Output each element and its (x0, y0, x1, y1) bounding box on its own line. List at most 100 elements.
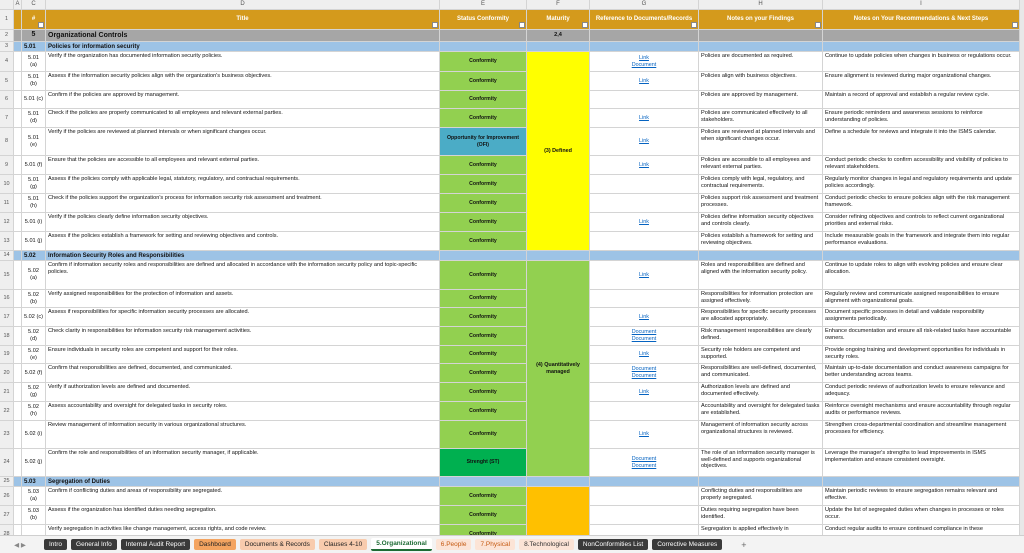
status-conformity: Conformity (440, 525, 527, 535)
header-cell: Status Conformity (440, 10, 527, 30)
check-text: Assess if the information security polic… (46, 72, 440, 91)
filter-button[interactable] (38, 22, 44, 28)
reference-link[interactable]: Link (639, 138, 649, 144)
control-cell (440, 30, 527, 42)
references (590, 290, 699, 308)
finding-text: Conflicting duties and responsibilities … (699, 487, 823, 506)
reference-link[interactable]: Link (639, 54, 649, 61)
item-id: 5.02 (d) (22, 327, 46, 346)
finding-text: Policies are documented as required. (699, 52, 823, 72)
row-number: 28 (0, 525, 14, 535)
sheet-tab[interactable]: 6.People (435, 539, 472, 550)
finding-text: Responsibilities for specific security p… (699, 308, 823, 327)
reference-link[interactable]: Link (639, 431, 649, 437)
cell (14, 402, 22, 421)
sheet-tab[interactable]: General Info (71, 539, 117, 550)
filter-button[interactable] (432, 22, 438, 28)
recommendation-text: Conduct periodic checks to ensure polici… (823, 194, 1020, 213)
section-title: Information Security Roles and Responsib… (46, 251, 440, 261)
row-number: 26 (0, 487, 14, 506)
row-number: 13 (0, 232, 14, 251)
item-id: 5.02 (a) (22, 261, 46, 290)
reference-link[interactable]: Link (639, 271, 649, 278)
filter-button[interactable] (519, 22, 525, 28)
check-text: Verify if the policies are reviewed at p… (46, 128, 440, 156)
section-cell (440, 42, 527, 52)
sheet-tab[interactable]: Corrective Measures (652, 539, 723, 550)
row-number: 8 (0, 128, 14, 156)
row-number: 10 (0, 175, 14, 194)
sheet-tab[interactable]: 7.Physical (475, 539, 516, 550)
cell (14, 383, 22, 402)
cell (14, 290, 22, 308)
reference-link[interactable]: Link (639, 161, 649, 168)
row-number: 1 (0, 10, 14, 30)
control-cell (699, 30, 823, 42)
filter-button[interactable] (1012, 22, 1018, 28)
reference-link[interactable]: Document (631, 336, 657, 342)
reference-link[interactable]: Link (639, 218, 649, 225)
scrollbar[interactable] (1020, 0, 1024, 535)
cell (14, 194, 22, 213)
row-number: 18 (0, 327, 14, 346)
reference-link[interactable]: Document (631, 329, 657, 335)
item-id: 5.01 (d) (22, 109, 46, 128)
reference-link[interactable]: Document (631, 366, 657, 372)
row-number: 7 (0, 109, 14, 128)
maturity-cell: (4) Quantitatively managed (527, 261, 590, 477)
cell (14, 109, 22, 128)
item-id: 5.01 (j) (22, 232, 46, 251)
reference-link[interactable]: Link (639, 351, 649, 357)
sheet-tab[interactable]: 8.Technological (519, 539, 574, 550)
sheet-tab[interactable]: Documents & Records (239, 539, 315, 550)
sheet-tab[interactable]: 5.Organizational (371, 538, 432, 551)
reference-link[interactable]: Link (639, 388, 649, 395)
add-sheet[interactable]: + (741, 539, 747, 550)
references: Document Document (590, 449, 699, 477)
filter-button[interactable] (691, 22, 697, 28)
recommendation-text: Document specific processes in detail an… (823, 308, 1020, 327)
filter-button[interactable] (815, 22, 821, 28)
filter-button[interactable] (582, 22, 588, 28)
reference-link[interactable]: Link (639, 313, 649, 320)
recommendation-text: Continue to update roles to align with e… (823, 261, 1020, 290)
references (590, 402, 699, 421)
finding-text: Security role holders are competent and … (699, 346, 823, 364)
sheet-tab[interactable]: Internal Audit Report (120, 539, 191, 550)
row-number: 6 (0, 91, 14, 109)
recommendation-text: Regularly review and communicate assigne… (823, 290, 1020, 308)
header-cell: Title (46, 10, 440, 30)
reference-link[interactable]: Document (631, 61, 657, 68)
row-number: 19 (0, 346, 14, 364)
cell (14, 308, 22, 327)
sheet-tab[interactable]: Dashboard (194, 539, 236, 550)
item-id (22, 525, 46, 535)
sheet-tab[interactable]: NonConformities List (577, 539, 649, 550)
finding-text: Roles and responsibilities are defined a… (699, 261, 823, 290)
reference-link[interactable]: Link (639, 77, 649, 84)
sheet-tab[interactable]: Clauses 4-10 (318, 539, 368, 550)
status-conformity: Conformity (440, 91, 527, 109)
finding-text: The role of an information security mana… (699, 449, 823, 477)
reference-link[interactable]: Document (631, 455, 657, 462)
tab-nav[interactable]: ◀ ▶ (14, 541, 26, 549)
finding-text: Policies are accessible to all employees… (699, 156, 823, 175)
reference-link[interactable]: Document (631, 462, 657, 469)
section-cell (823, 42, 1020, 52)
reference-link[interactable]: Link (639, 114, 649, 121)
sheet-tab[interactable]: Intro (44, 539, 68, 550)
item-id: 5.01 (c) (22, 91, 46, 109)
recommendation-text: Define a schedule for reviews and integr… (823, 128, 1020, 156)
references: Link (590, 346, 699, 364)
reference-link[interactable]: Document (631, 373, 657, 379)
section-cell (14, 42, 22, 52)
row-number: 15 (0, 261, 14, 290)
status-conformity: Conformity (440, 364, 527, 383)
recommendation-text: Provide ongoing training and development… (823, 346, 1020, 364)
references (590, 175, 699, 194)
row-number: 2 (0, 30, 14, 42)
references (590, 194, 699, 213)
item-id: 5.03 (a) (22, 487, 46, 506)
status-conformity: Conformity (440, 213, 527, 232)
item-id: 5.02 (j) (22, 449, 46, 477)
